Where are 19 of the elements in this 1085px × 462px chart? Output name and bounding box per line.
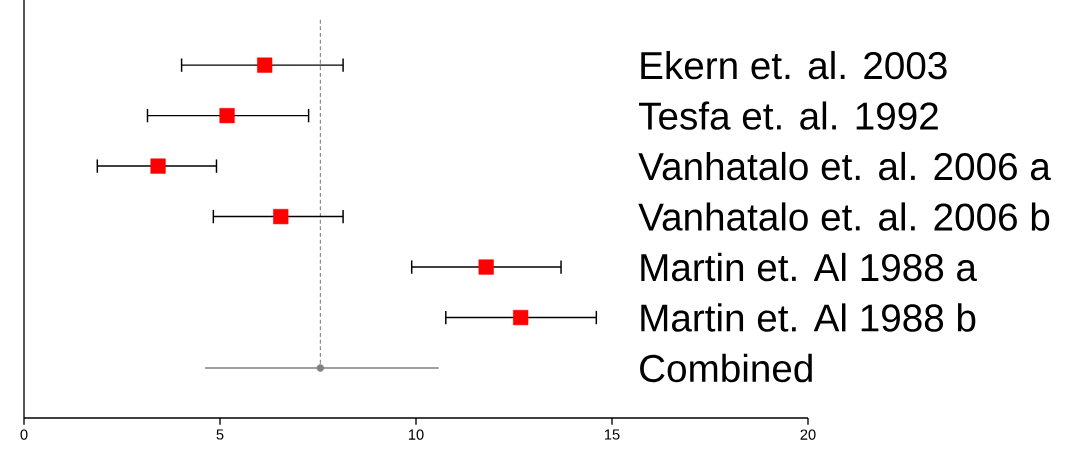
y-tick-label: Martin et. Al 1988 a (641, 252, 977, 282)
point (257, 57, 273, 73)
point (150, 158, 166, 174)
point (316, 364, 325, 372)
y-tick-label: Combined (640, 353, 812, 383)
point (273, 208, 289, 225)
y-tick-label: Martin et. Al 1988 b (641, 303, 976, 332)
y-tick-label: Vanhatalo et. al. 2006 b (638, 202, 1050, 231)
point (513, 309, 529, 326)
x-tick-label: 0 (20, 429, 28, 440)
point (478, 259, 494, 275)
point (219, 108, 235, 124)
x-tick-label: 20 (800, 429, 816, 440)
y-tick-label: Tesfa et. al. 1992 (639, 101, 938, 130)
x-tick-label: 10 (408, 429, 424, 440)
x-tick-label: 5 (216, 429, 224, 440)
y-tick-label: Ekern et. al. 2003 (641, 50, 947, 80)
y-tick-label: Vanhatalo et. al. 2006 a (638, 151, 1051, 181)
x-tick-label: 15 (604, 429, 620, 440)
